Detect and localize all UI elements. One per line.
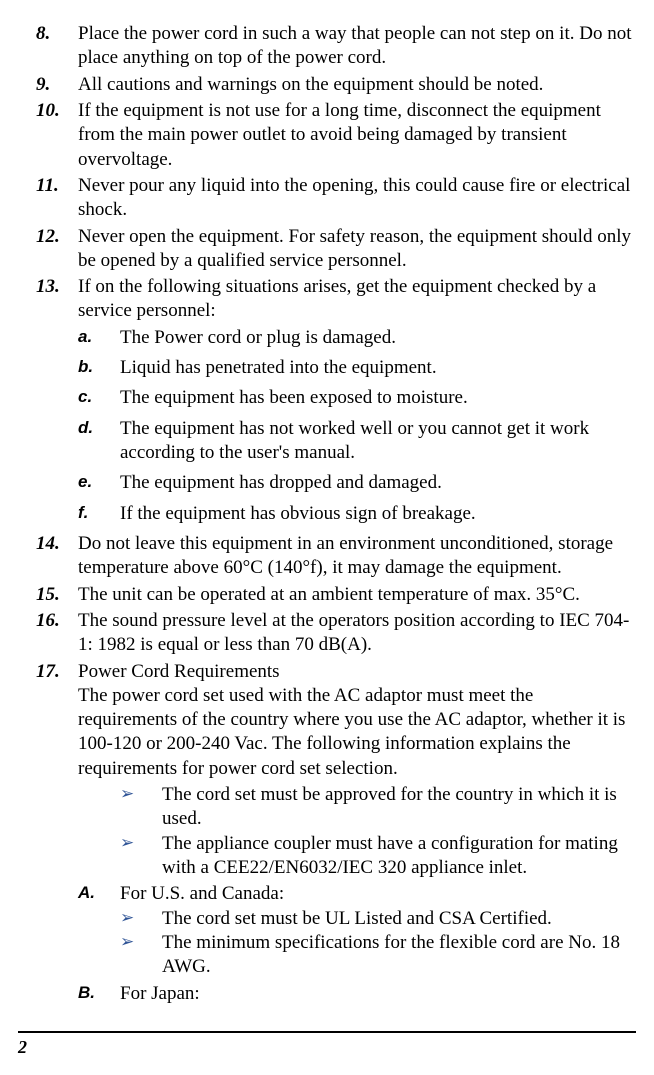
item-text: The unit can be operated at an ambient t…: [78, 583, 636, 607]
region-letter: B.: [78, 982, 120, 1004]
item-text: If on the following situations arises, g…: [78, 275, 636, 324]
page-number: 2: [18, 1036, 27, 1059]
sub-text: If the equipment has obvious sign of bre…: [120, 502, 636, 526]
item-number: 15.: [36, 583, 78, 607]
arrow-bullet-icon: ➢: [120, 931, 162, 953]
sub-text: The equipment has not worked well or you…: [120, 417, 636, 466]
item-text: Place the power cord in such a way that …: [78, 22, 636, 71]
region-text: For Japan:: [120, 982, 636, 1006]
footer-rule: [18, 1031, 636, 1033]
sub-text: The Power cord or plug is damaged.: [120, 326, 636, 350]
item-number: 11.: [36, 174, 78, 198]
item-text: Never open the equipment. For safety rea…: [78, 225, 636, 274]
bullet-item: ➢ The minimum specifications for the fle…: [120, 931, 636, 980]
list-item-12: 12. Never open the equipment. For safety…: [36, 225, 636, 274]
sub-letter: a.: [78, 326, 120, 348]
item-number: 13.: [36, 275, 78, 299]
item-text: The sound pressure level at the operator…: [78, 609, 636, 658]
bullet-item: ➢ The appliance coupler must have a conf…: [120, 832, 636, 881]
sub-item-d: d. The equipment has not worked well or …: [78, 417, 636, 466]
region-letter: A.: [78, 882, 120, 904]
item-number: 14.: [36, 532, 78, 556]
sub-letter: d.: [78, 417, 120, 439]
document-page: 8. Place the power cord in such a way th…: [0, 0, 654, 1075]
sub-letter: b.: [78, 356, 120, 378]
list-item-14: 14. Do not leave this equipment in an en…: [36, 532, 636, 581]
bullet-item: ➢ The cord set must be approved for the …: [120, 783, 636, 832]
item-number: 9.: [36, 73, 78, 97]
sub-text: The equipment has been exposed to moistu…: [120, 386, 636, 410]
bullets-17: ➢ The cord set must be approved for the …: [36, 783, 636, 1006]
arrow-bullet-icon: ➢: [120, 907, 162, 929]
region-text: For U.S. and Canada:: [120, 882, 636, 906]
bullet-text: The appliance coupler must have a config…: [162, 832, 636, 881]
item-text: Do not leave this equipment in an enviro…: [78, 532, 636, 581]
sub-letter: e.: [78, 471, 120, 493]
sub-text: The equipment has dropped and damaged.: [120, 471, 636, 495]
item-text: Never pour any liquid into the opening, …: [78, 174, 636, 223]
region-a: A. For U.S. and Canada:: [78, 882, 636, 906]
item-text: Power Cord Requirements The power cord s…: [78, 660, 636, 782]
item-number: 12.: [36, 225, 78, 249]
list-item-10: 10. If the equipment is not use for a lo…: [36, 99, 636, 172]
item17-para: The power cord set used with the AC adap…: [78, 685, 625, 779]
sublist-13: a. The Power cord or plug is damaged. b.…: [36, 326, 636, 526]
sub-item-b: b. Liquid has penetrated into the equipm…: [78, 356, 636, 380]
list-item-9: 9. All cautions and warnings on the equi…: [36, 73, 636, 97]
sub-letter: c.: [78, 386, 120, 408]
sub-letter: f.: [78, 502, 120, 524]
item-number: 10.: [36, 99, 78, 123]
list-item-13: 13. If on the following situations arise…: [36, 275, 636, 324]
item-number: 8.: [36, 22, 78, 46]
sub-item-c: c. The equipment has been exposed to moi…: [78, 386, 636, 410]
list-item-8: 8. Place the power cord in such a way th…: [36, 22, 636, 71]
bullet-text: The minimum specifications for the flexi…: [162, 931, 636, 980]
sub-item-a: a. The Power cord or plug is damaged.: [78, 326, 636, 350]
sub-text: Liquid has penetrated into the equipment…: [120, 356, 636, 380]
region-b: B. For Japan:: [78, 982, 636, 1006]
item-number: 17.: [36, 660, 78, 684]
list-item-17: 17. Power Cord Requirements The power co…: [36, 660, 636, 782]
bullet-item: ➢ The cord set must be UL Listed and CSA…: [120, 907, 636, 931]
list-item-11: 11. Never pour any liquid into the openi…: [36, 174, 636, 223]
bullet-text: The cord set must be approved for the co…: [162, 783, 636, 832]
bullet-text: The cord set must be UL Listed and CSA C…: [162, 907, 636, 931]
arrow-bullet-icon: ➢: [120, 783, 162, 805]
list-item-16: 16. The sound pressure level at the oper…: [36, 609, 636, 658]
item-number: 16.: [36, 609, 78, 633]
item-text: If the equipment is not use for a long t…: [78, 99, 636, 172]
sub-item-f: f. If the equipment has obvious sign of …: [78, 502, 636, 526]
list-item-15: 15. The unit can be operated at an ambie…: [36, 583, 636, 607]
arrow-bullet-icon: ➢: [120, 832, 162, 854]
sub-item-e: e. The equipment has dropped and damaged…: [78, 471, 636, 495]
item17-lead: Power Cord Requirements: [78, 661, 280, 682]
item-text: All cautions and warnings on the equipme…: [78, 73, 636, 97]
